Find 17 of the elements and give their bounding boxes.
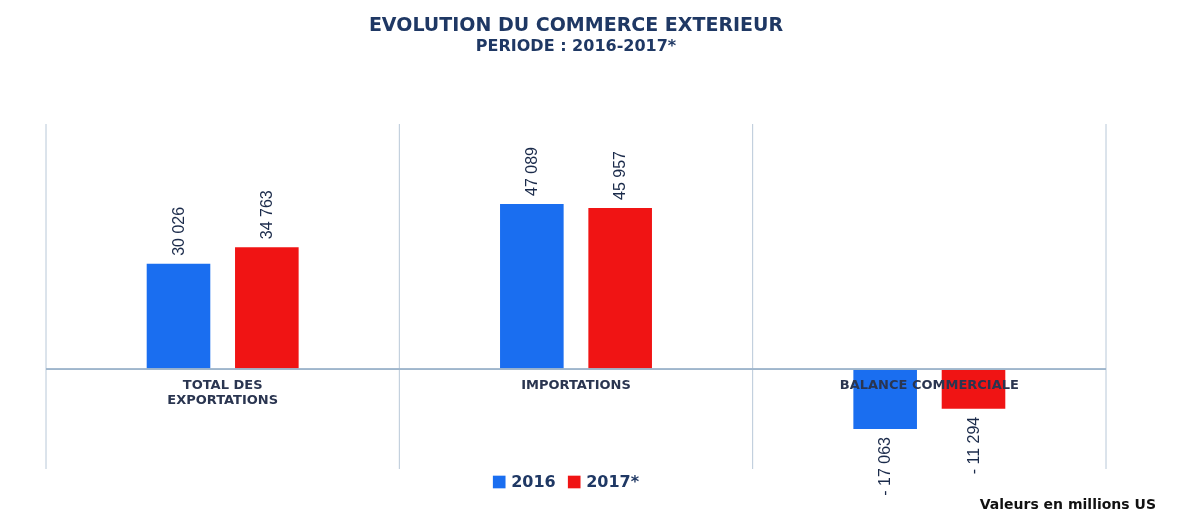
data-label: - 17 063 (876, 436, 894, 496)
bar (235, 247, 299, 370)
bar (146, 263, 211, 370)
data-label: 45 957 (611, 150, 629, 200)
data-label: 34 763 (257, 190, 275, 240)
data-label: 30 026 (169, 206, 187, 256)
bar (588, 207, 652, 370)
text: Valeurs en millions US (979, 496, 1156, 512)
legend-label: 2017* (586, 472, 640, 491)
x-tick-label: TOTAL DES EXPORTATIONS (167, 377, 279, 408)
legend-label: 2016 (511, 472, 556, 491)
chart-title: EVOLUTION DU COMMERCE EXTERIEUR (368, 12, 784, 35)
data-label: 47 089 (522, 146, 540, 196)
data-label: - 11 294 (964, 416, 982, 475)
x-tick-label: IMPORTATIONS (521, 377, 631, 393)
chart-subtitle: PERIODE : 2016-2017* (475, 35, 677, 55)
bar (500, 204, 564, 370)
